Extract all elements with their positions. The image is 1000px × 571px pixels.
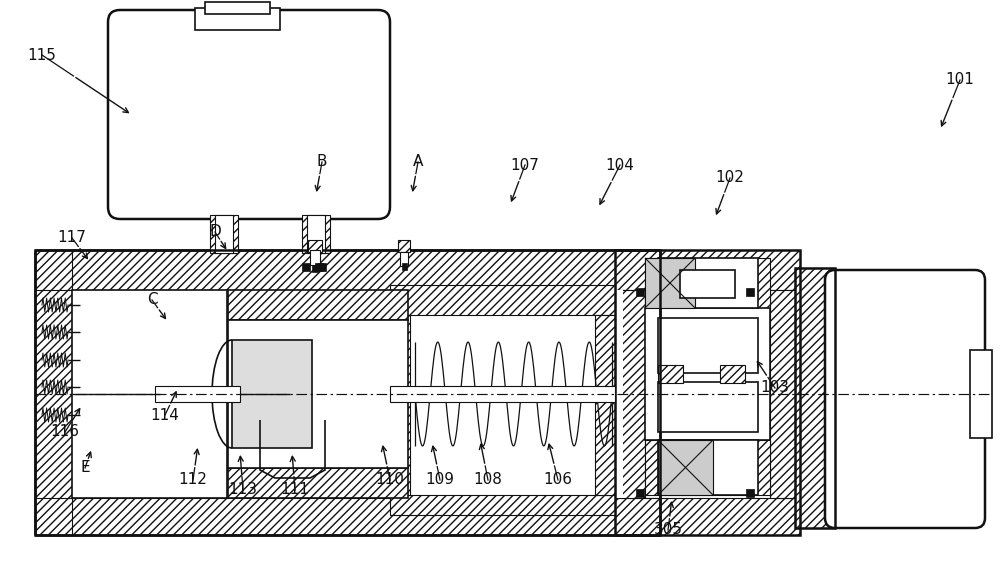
Bar — [302, 215, 330, 253]
Bar — [228, 320, 408, 468]
Text: A: A — [413, 155, 423, 170]
Bar — [310, 250, 320, 265]
Bar — [410, 315, 595, 495]
Bar — [232, 340, 312, 448]
Bar — [390, 285, 615, 315]
Bar — [315, 263, 323, 271]
Text: C: C — [147, 292, 157, 308]
Bar — [308, 240, 322, 252]
Bar — [795, 268, 835, 528]
Bar — [680, 270, 735, 298]
Text: 107: 107 — [511, 158, 539, 172]
Bar — [645, 258, 770, 308]
Bar — [205, 2, 270, 14]
Bar — [645, 258, 695, 308]
FancyBboxPatch shape — [825, 270, 985, 528]
Bar — [970, 350, 992, 438]
Bar — [228, 468, 408, 498]
Bar — [35, 498, 660, 535]
Bar — [636, 489, 644, 497]
Bar — [390, 386, 615, 402]
Bar — [390, 495, 615, 515]
Text: 114: 114 — [151, 408, 179, 423]
Bar — [645, 308, 770, 440]
Bar — [72, 290, 227, 498]
Bar — [615, 498, 800, 535]
Text: 109: 109 — [426, 472, 454, 488]
Text: B: B — [317, 155, 327, 170]
Text: 104: 104 — [606, 158, 634, 172]
Text: 106: 106 — [544, 472, 572, 488]
Bar — [35, 250, 660, 290]
Bar — [312, 265, 318, 272]
Bar — [302, 263, 310, 271]
Bar — [770, 290, 800, 498]
Bar — [636, 288, 644, 296]
Bar — [658, 258, 758, 308]
Text: 102: 102 — [716, 171, 744, 186]
Bar — [390, 315, 410, 495]
Bar — [615, 250, 800, 535]
Text: 112: 112 — [179, 472, 207, 488]
Bar — [658, 318, 758, 373]
Bar — [615, 250, 800, 290]
Bar — [35, 250, 660, 535]
Bar — [595, 315, 615, 495]
Bar — [658, 440, 713, 495]
Bar — [746, 489, 754, 497]
Bar — [35, 290, 72, 498]
Text: E: E — [80, 460, 90, 476]
Bar — [398, 240, 410, 252]
Bar — [746, 288, 754, 296]
Bar — [318, 263, 326, 271]
Bar — [658, 365, 683, 383]
Text: 101: 101 — [946, 73, 974, 87]
Bar — [35, 250, 72, 535]
Bar — [210, 215, 238, 253]
Text: 103: 103 — [761, 380, 790, 396]
Bar — [720, 365, 745, 383]
Bar — [400, 252, 408, 266]
Text: 115: 115 — [28, 47, 56, 62]
Text: 111: 111 — [281, 482, 309, 497]
Bar — [402, 263, 407, 270]
Bar — [195, 8, 280, 30]
Text: 305: 305 — [654, 522, 682, 537]
Bar — [155, 386, 240, 402]
Bar — [658, 382, 758, 432]
Text: 116: 116 — [50, 424, 80, 440]
Text: 110: 110 — [376, 472, 404, 488]
Bar — [228, 290, 408, 320]
Text: 108: 108 — [474, 472, 502, 488]
Bar — [307, 215, 325, 253]
Bar — [215, 215, 233, 253]
Text: D: D — [209, 224, 221, 239]
Text: 113: 113 — [228, 482, 258, 497]
FancyBboxPatch shape — [108, 10, 390, 219]
Text: 117: 117 — [58, 231, 86, 246]
Bar — [795, 268, 835, 528]
Bar — [658, 440, 758, 495]
Bar — [645, 440, 770, 495]
Bar — [72, 290, 623, 498]
Bar — [615, 290, 645, 498]
